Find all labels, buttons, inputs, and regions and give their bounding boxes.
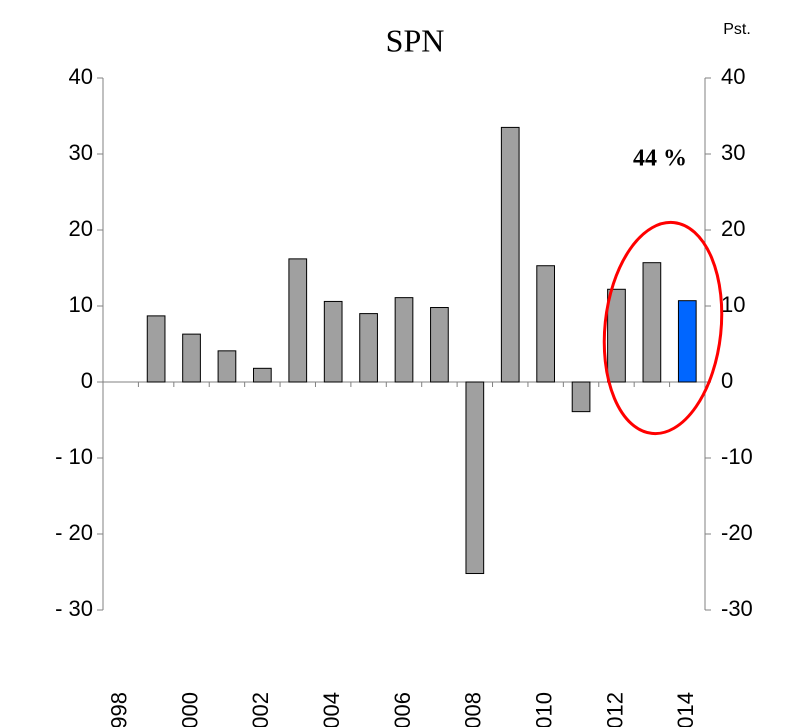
bar xyxy=(430,307,449,383)
bar xyxy=(642,262,662,383)
y2-tick-label: -30 xyxy=(721,596,753,621)
y-tick-label: - 10 xyxy=(55,444,93,469)
y2-tick-label: 30 xyxy=(721,140,745,165)
highlight-ellipse xyxy=(602,220,724,436)
y-tick-label: 30 xyxy=(69,140,93,165)
y2-tick-label: 10 xyxy=(721,292,745,317)
x-tick-label: 2010 xyxy=(531,692,556,727)
x-tick-label: 2002 xyxy=(248,692,273,727)
unit-label: Pst. xyxy=(723,21,751,38)
y2-tick-label: -10 xyxy=(721,444,753,469)
y2-tick-label: 0 xyxy=(721,368,733,393)
annotation: 44 % xyxy=(633,146,687,172)
y-tick-label: 40 xyxy=(69,64,93,89)
bar xyxy=(465,381,485,575)
bar xyxy=(253,367,272,383)
x-tick-label: 2012 xyxy=(602,692,627,727)
bar xyxy=(500,126,520,383)
x-tick-label: 2000 xyxy=(177,692,202,727)
bar xyxy=(146,315,166,383)
bar xyxy=(571,381,591,413)
bar xyxy=(536,265,556,383)
x-tick-label: 2004 xyxy=(319,692,344,727)
bar xyxy=(677,300,697,383)
y-tick-label: 0 xyxy=(81,368,93,393)
y-tick-label: - 20 xyxy=(55,520,93,545)
bar xyxy=(217,350,237,383)
y-tick-label: 20 xyxy=(69,216,93,241)
x-tick-label: 2006 xyxy=(390,692,415,727)
bar xyxy=(359,313,378,383)
bar xyxy=(323,300,343,383)
y-tick-label: 10 xyxy=(69,292,93,317)
x-tick-label: 1998 xyxy=(107,692,132,727)
y2-tick-label: -20 xyxy=(721,520,753,545)
bar xyxy=(394,297,414,383)
x-tick-label: 2008 xyxy=(461,692,486,727)
chart-title: SPN xyxy=(386,22,445,58)
bar xyxy=(288,258,308,383)
bar xyxy=(182,333,201,383)
y2-tick-label: 40 xyxy=(721,64,745,89)
x-tick-label: 2014 xyxy=(673,692,698,727)
bar xyxy=(607,288,626,383)
y2-tick-label: 20 xyxy=(721,216,745,241)
y-tick-label: - 30 xyxy=(55,596,93,621)
